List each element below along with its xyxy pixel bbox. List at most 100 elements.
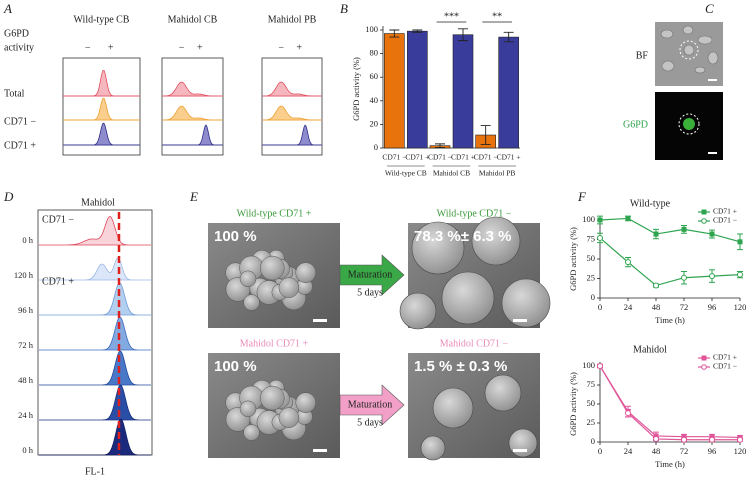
histogram [64,97,139,121]
group-label: Mahidol PB [479,169,515,178]
x-tick-label: CD71 − [474,153,498,162]
sign: − [85,42,91,53]
x-axis-label: Time (h) [655,315,685,325]
cell [239,270,257,288]
row-label: activity [4,42,34,53]
histogram-frame [62,57,141,156]
marker [709,273,715,280]
y-tick-label: 100 [365,24,378,34]
marker [681,434,687,440]
row-label: 0 h [22,445,33,455]
y-tick-label: 100 [582,360,595,370]
y-tick-label: 0 [591,292,595,302]
histogram [163,124,222,146]
significance: ** [492,11,502,22]
group-label: Mahidol CB [433,169,470,178]
marker [737,271,743,278]
scale-bar [513,449,527,452]
group-label: Wild-type CB [385,169,427,178]
arrow [339,254,405,296]
column-title: Mahidol PB [268,14,317,25]
y-tick-label: 0 [591,436,595,446]
legend-label: CD71 + [713,207,737,216]
histogram [263,105,321,121]
line [599,365,740,441]
y-tick-label: 100 [582,214,595,224]
x-tick-label: 0 [598,302,602,312]
cell [441,271,495,325]
x-axis-label: Time (h) [655,459,685,469]
cell [260,255,285,281]
y-tick-label: 50 [587,253,596,263]
cell [432,387,474,429]
histogram [39,257,151,281]
x-tick-label: 24 [624,446,633,456]
cell [399,292,437,330]
chart-title: Mahidol [633,344,667,355]
x-tick-label: 48 [652,446,661,456]
chart-title: Wild-type [630,198,671,209]
cell [278,407,300,428]
row-label: 48 h [18,375,34,385]
cell [471,216,521,266]
marker [625,410,631,417]
image-label: BF [636,50,649,61]
marker [737,239,743,245]
histogram [39,282,151,316]
x-tick-label: 48 [652,302,661,312]
percentage: 100 % [214,358,257,375]
cell [295,392,316,413]
legend-marker [701,355,707,361]
y-tick-label: 25 [587,272,596,282]
sign: − [179,42,185,53]
arrow [339,384,405,426]
bf-cells [660,25,719,74]
bar [407,30,428,149]
row-label: G6PD [4,28,29,39]
y-tick-label: 75 [587,379,596,389]
marker [653,231,659,237]
significance: *** [444,11,459,22]
line [599,217,741,243]
percentage: 100 % [214,228,257,245]
error-bar [480,125,491,145]
cell [508,428,538,458]
fluor-cell [683,118,695,130]
image-title: Mahidol CD71 + [240,338,309,349]
legend-marker [701,364,707,370]
panel-label: A [3,1,12,16]
y-tick-label: 0 [374,142,378,152]
marker [681,226,687,232]
panel-label: C [705,1,714,16]
y-tick-label: 60 [370,71,379,81]
histogram [39,316,151,351]
panel-label: B [340,1,348,16]
marker [737,436,743,443]
sign: + [108,42,114,53]
arrow-label: Maturation [348,399,392,410]
marker [653,282,659,289]
cell [295,262,316,283]
histogram-frame [161,57,224,156]
marker [709,434,715,440]
panel-e: Wild-type CD71 + 100 % Wild-type CD71 − 78.… [208,208,551,461]
legend-marker [701,218,707,224]
sign: + [296,42,302,53]
marker [681,436,687,443]
marker [597,234,603,241]
scale-bar [513,319,527,322]
image-title: Wild-type CD71 − [437,208,512,219]
panel-label: D [3,189,14,204]
highlight [679,40,699,60]
bar [452,34,474,149]
y-tick-label: 75 [587,233,596,243]
arrow-label: Maturation [348,269,392,280]
percentage: 78.3 %± 6.3 % [414,228,511,245]
histogram [163,105,222,121]
scale-bar [708,152,717,154]
cell [243,424,260,441]
histogram [263,124,321,146]
bar [384,33,405,149]
histogram [263,81,321,97]
y-tick-label: 80 [370,48,379,58]
